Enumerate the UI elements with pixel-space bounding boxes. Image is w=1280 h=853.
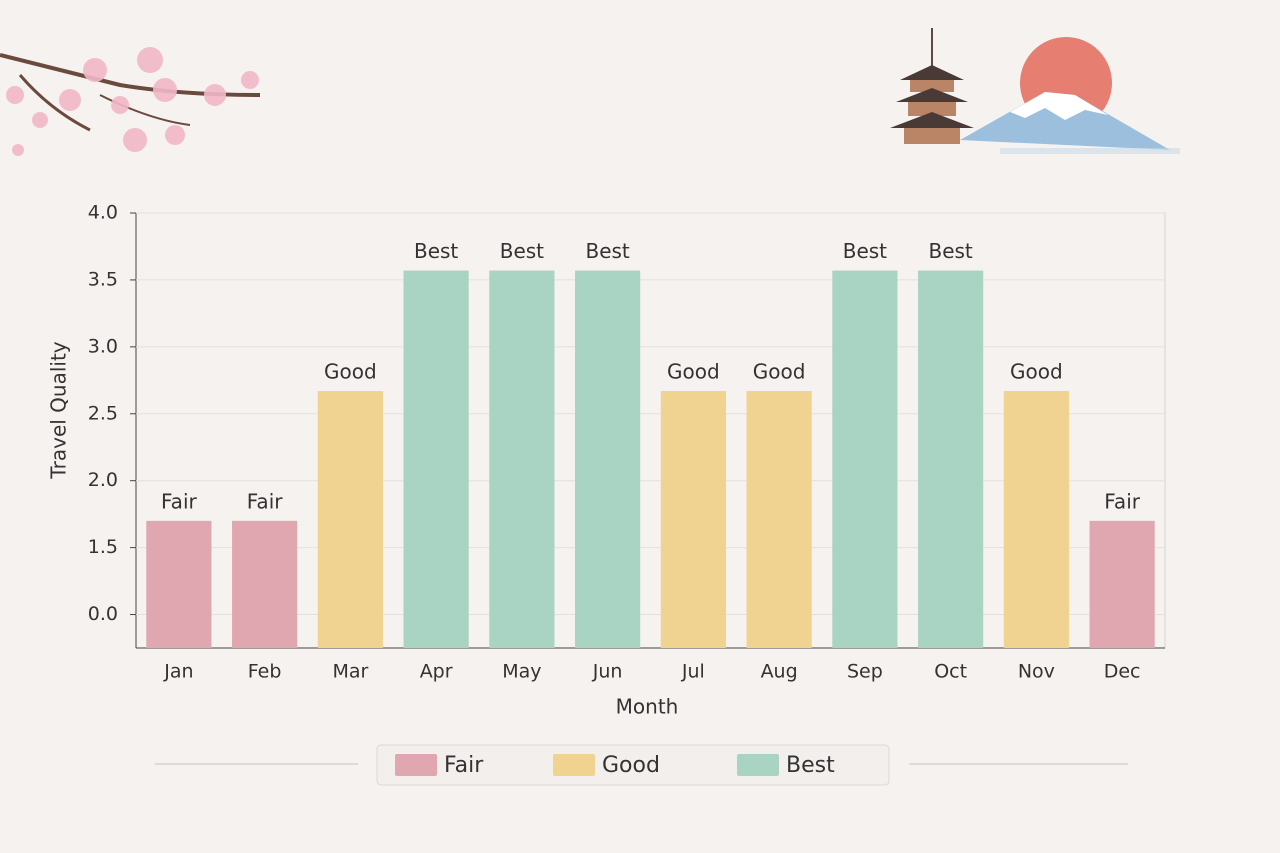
x-tick-label: Sep (847, 661, 883, 683)
bar (746, 391, 812, 648)
value-label: Best (500, 239, 544, 263)
value-label: Good (1010, 360, 1063, 384)
bar (489, 270, 555, 648)
y-tick-label: 1.5 (88, 536, 118, 558)
y-tick-label: 0.0 (88, 603, 118, 625)
y-tick-label: 4.0 (88, 202, 118, 224)
y-tick-label: 3.0 (88, 335, 118, 357)
legend-swatch (395, 754, 437, 776)
bar (1089, 520, 1155, 648)
y-tick-label: 2.5 (88, 402, 118, 424)
bar (146, 520, 212, 648)
x-tick-label: Dec (1104, 661, 1141, 683)
value-label: Fair (247, 489, 283, 513)
x-axis-title: Month (616, 695, 679, 719)
x-tick-label: Jun (592, 661, 623, 683)
x-tick-label: Apr (420, 661, 453, 683)
value-label: Good (667, 360, 720, 384)
value-label: Good (324, 360, 377, 384)
x-tick-label: Jul (681, 661, 705, 683)
y-axis-title: Travel Quality (47, 341, 71, 479)
x-tick-label: Oct (934, 661, 967, 683)
cherry-branch (0, 47, 261, 156)
value-label: Best (585, 239, 629, 263)
legend-swatch (737, 754, 779, 776)
bar (832, 270, 898, 648)
bar (317, 391, 383, 648)
bar (232, 520, 298, 648)
x-tick-label: Mar (332, 661, 368, 683)
x-tick-label: May (502, 661, 541, 683)
value-label: Fair (161, 489, 197, 513)
y-tick-label: 3.5 (88, 268, 118, 290)
legend-label: Best (786, 753, 835, 778)
legend-label: Good (602, 753, 660, 778)
bar (918, 270, 984, 648)
x-tick-label: Feb (248, 661, 282, 683)
bar (403, 270, 469, 648)
bar (1003, 391, 1069, 648)
x-tick-label: Nov (1018, 661, 1055, 683)
x-tick-label: Aug (761, 661, 798, 683)
value-label: Best (414, 239, 458, 263)
legend-swatch (553, 754, 595, 776)
value-label: Best (843, 239, 887, 263)
y-tick-label: 2.0 (88, 469, 118, 491)
value-label: Fair (1104, 489, 1140, 513)
landscape (890, 28, 1180, 154)
x-tick-label: Jan (163, 661, 193, 683)
bar (660, 391, 726, 648)
legend-label: Fair (444, 753, 484, 778)
value-label: Good (753, 360, 806, 384)
bar (575, 270, 641, 648)
value-label: Best (928, 239, 972, 263)
